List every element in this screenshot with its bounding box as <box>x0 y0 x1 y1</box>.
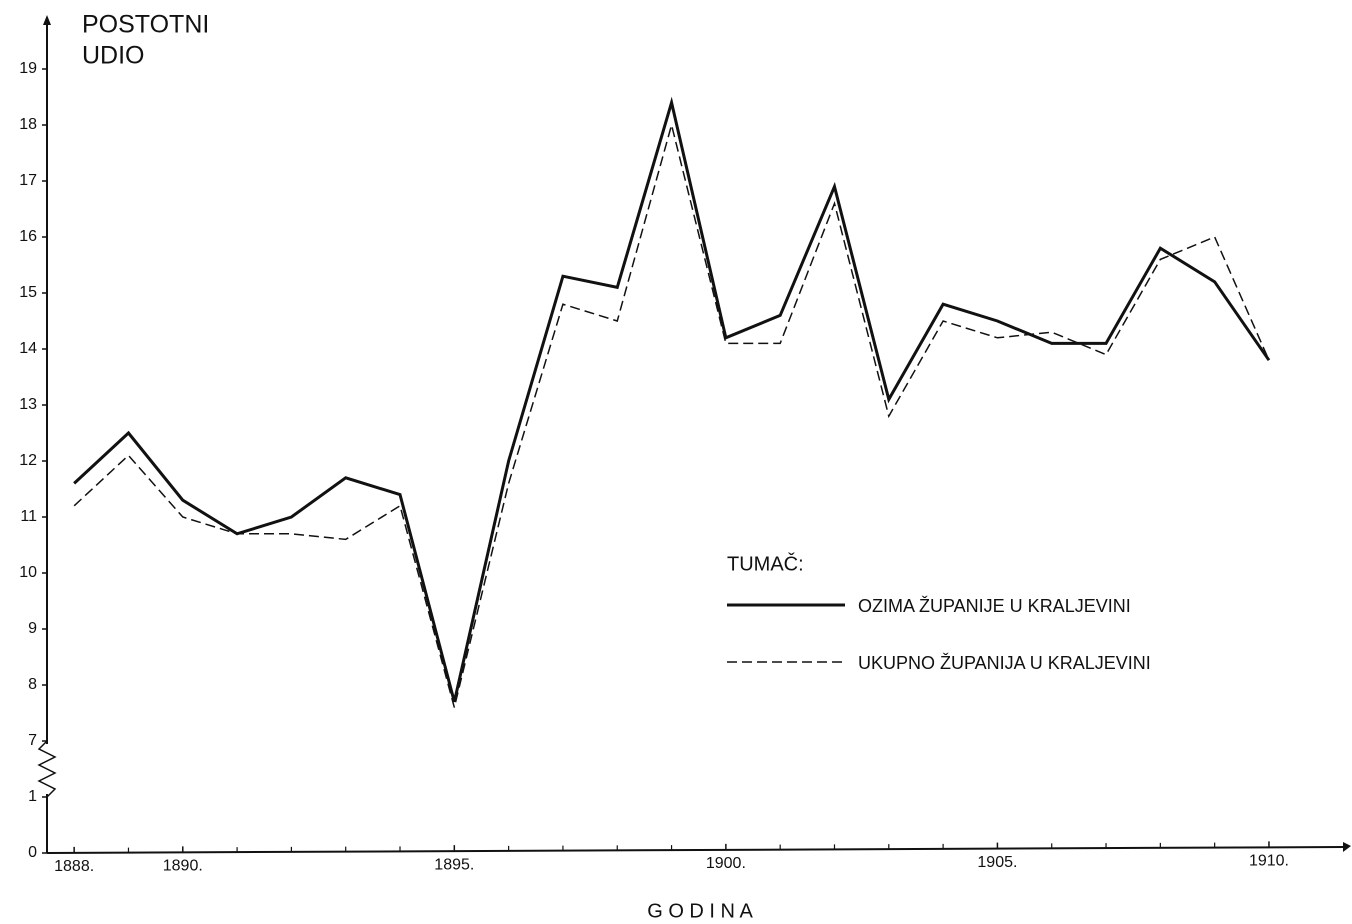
y-tick-label: 1 <box>28 788 37 805</box>
y-tick-label: 19 <box>19 60 37 77</box>
x-tick-label: 1888. <box>54 858 94 875</box>
y-tick-label: 14 <box>19 340 37 357</box>
axis-break <box>37 740 57 798</box>
legend-label: UKUPNO ŽUPANIJA U KRALJEVINI <box>858 653 1151 673</box>
x-axis-label: G O D I N A <box>647 900 753 922</box>
x-axis <box>46 846 1346 854</box>
y-tick-label: 15 <box>19 284 37 301</box>
y-tick-label: 8 <box>28 676 37 693</box>
y-tick-label: 13 <box>19 396 37 413</box>
y-axis-label: UDIO <box>82 42 145 70</box>
x-tick-label: 1890. <box>163 858 203 875</box>
y-tick-label: 0 <box>28 844 37 861</box>
x-tick-label: 1905. <box>977 854 1017 871</box>
x-axis-arrow <box>1343 842 1351 852</box>
series-line <box>73 96 1271 703</box>
x-tick-label: 1895. <box>434 856 474 873</box>
y-tick-label: 18 <box>19 116 37 133</box>
y-tick-label: 12 <box>19 452 37 469</box>
legend-label: OZIMA ŽUPANIJE U KRALJEVINI <box>858 596 1131 616</box>
x-tick-label: 1900. <box>706 855 746 872</box>
y-axis-label: POSTOTNI <box>82 11 209 39</box>
y-tick-label: 17 <box>19 172 37 189</box>
y-tick-label: 7 <box>28 732 37 749</box>
y-axis-arrow <box>43 15 51 25</box>
y-tick-label: 11 <box>20 508 37 525</box>
series-line <box>73 122 1270 708</box>
x-tick-label: 1910. <box>1249 853 1289 870</box>
y-tick-label: 10 <box>19 564 37 581</box>
legend-title: TUMAČ: <box>727 552 804 575</box>
y-tick-label: 9 <box>28 620 37 637</box>
y-tick-label: 16 <box>19 228 37 245</box>
